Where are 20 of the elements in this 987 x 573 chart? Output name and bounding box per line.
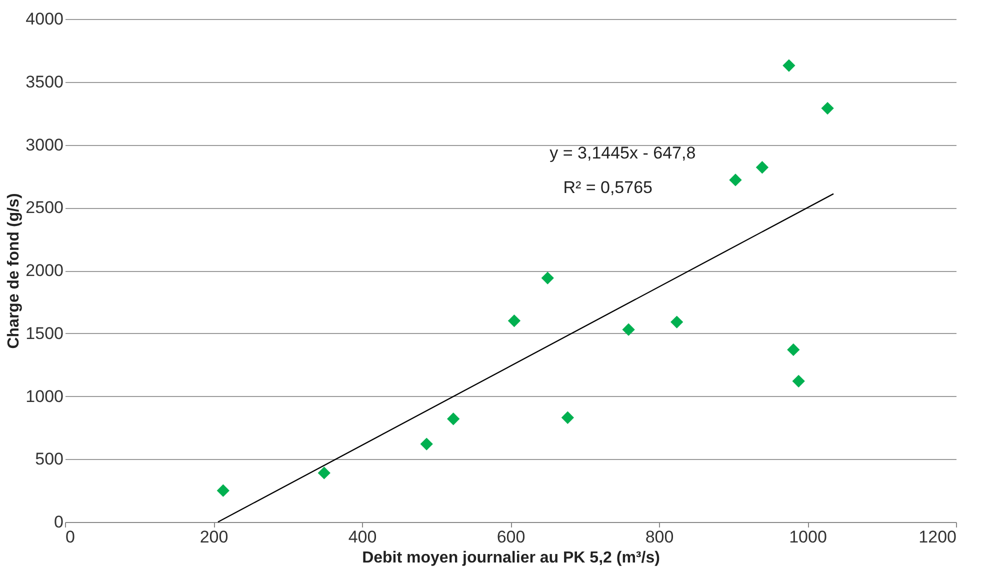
- annotation: y = 3,1445x - 647,8: [550, 144, 696, 163]
- x-tick-label: 600: [496, 528, 526, 546]
- y-tick-label: 3500: [26, 72, 64, 92]
- x-axis-title: Debit moyen journalier au PK 5,2 (m³/s): [362, 550, 660, 566]
- y-tick-label: 500: [35, 450, 64, 469]
- x-tick-label: 200: [200, 528, 228, 546]
- x-tick-label: 0: [66, 528, 75, 546]
- x-tick-label: 800: [645, 528, 674, 546]
- y-tick-label: 1500: [26, 324, 64, 343]
- y-tick-label: 3000: [26, 135, 64, 154]
- annotation: R² = 0,5765: [563, 178, 653, 198]
- y-tick-label: 2000: [26, 261, 64, 280]
- y-tick-label: 4000: [26, 10, 64, 28]
- x-tick-label: 1200: [918, 528, 956, 546]
- x-tick-label: 400: [348, 528, 377, 546]
- y-tick-label: 1000: [26, 386, 64, 406]
- y-tick-label: 0: [54, 512, 64, 532]
- y-tick-label: 2500: [26, 198, 64, 218]
- x-tick-label: 1000: [789, 528, 827, 546]
- y-axis-title: Charge de fond (g/s): [6, 193, 23, 349]
